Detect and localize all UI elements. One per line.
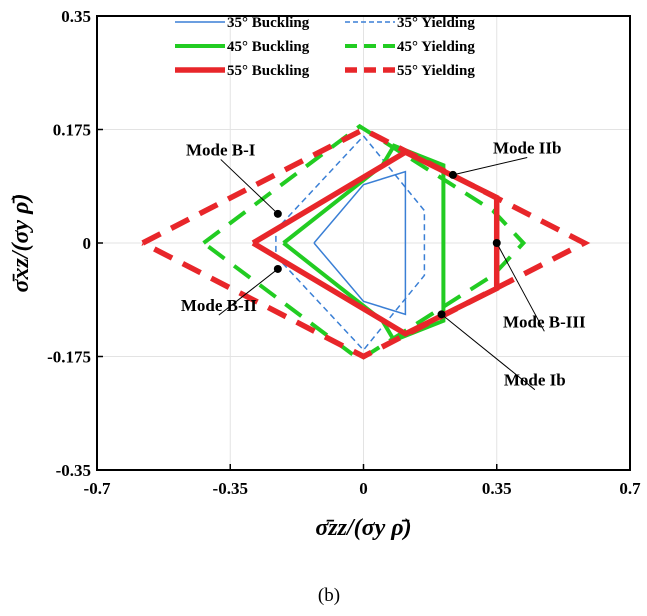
annotation-leader xyxy=(218,268,279,316)
series-line-1 xyxy=(313,170,407,316)
legend-label: 55° Yielding xyxy=(397,63,475,79)
annotation-dot xyxy=(437,310,446,319)
annotation-dot xyxy=(448,170,457,179)
grid xyxy=(96,15,631,471)
x-tick-label: 0 xyxy=(359,479,368,498)
legend-label: 45° Buckling xyxy=(227,39,310,55)
y-tick-label: -0.175 xyxy=(47,348,91,367)
legend-label: 35° Buckling xyxy=(227,15,310,31)
legend-label: 55° Buckling xyxy=(227,63,310,79)
x-tick-label: -0.35 xyxy=(213,479,248,498)
y-tick-label: -0.35 xyxy=(56,461,91,480)
y-axis-label-text: σ̄xz/(σy ρ̄) xyxy=(8,194,34,293)
figure-caption: (b) xyxy=(318,585,340,606)
x-axis-label: σ̄zz/(σy ρ̄) xyxy=(315,515,411,541)
annotation-label: Mode B-III xyxy=(503,312,586,331)
annotation-dot xyxy=(273,209,282,218)
annotation-label: Mode B-II xyxy=(181,296,257,315)
y-ticks: -0.35 -0.175 0 0.175 0.35 xyxy=(47,7,103,480)
annotation-label: Mode IIb xyxy=(493,138,561,157)
series-line-4 xyxy=(202,123,527,363)
annotation-label: Mode B-I xyxy=(186,140,256,159)
annotations: Mode B-I Mode IIb Mode B-II Mode B-III Mode … xyxy=(181,138,586,391)
legend-label: 45° Yielding xyxy=(397,39,475,55)
series-line-6 xyxy=(141,126,591,360)
y-tick-label: 0 xyxy=(83,234,92,253)
y-tick-label: 0.35 xyxy=(61,7,91,26)
x-tick-label: 0.35 xyxy=(482,479,512,498)
annotation-leader xyxy=(496,242,545,332)
x-axis-label-text: σ̄zz/(σy ρ̄) xyxy=(315,515,411,541)
annotation-dot xyxy=(492,239,501,247)
annotation-leader xyxy=(452,157,528,176)
annotation-label: Mode Ib xyxy=(504,371,566,390)
x-ticks: -0.7 -0.35 0 0.35 0.7 xyxy=(84,464,641,498)
x-tick-label: -0.7 xyxy=(84,479,111,498)
annotation-leader xyxy=(220,159,279,215)
legend-label: 35° Yielding xyxy=(397,15,475,31)
y-tick-label: 0.175 xyxy=(53,121,91,140)
annotation-dot xyxy=(273,264,282,273)
x-tick-label: 0.7 xyxy=(619,479,641,498)
legend: 35° Buckling 35° Yielding 45° Buckling 45° … xyxy=(175,15,475,79)
annotation-leader xyxy=(441,313,536,391)
y-axis-label: σ̄xz/(σy ρ̄) xyxy=(8,194,34,293)
